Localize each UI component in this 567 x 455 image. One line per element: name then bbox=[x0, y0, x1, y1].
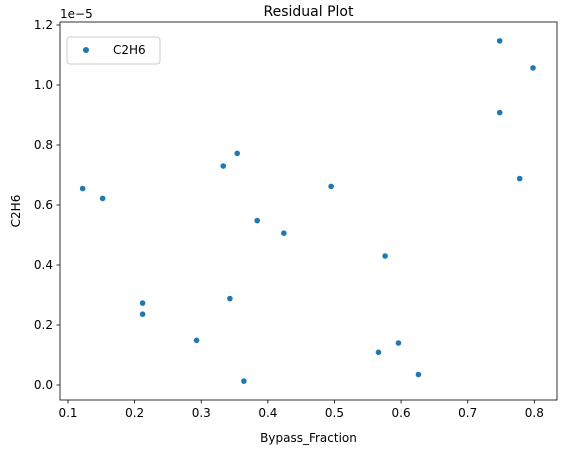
x-tick-label: 0.4 bbox=[258, 406, 277, 420]
x-tick-label: 0.2 bbox=[125, 406, 144, 420]
data-point bbox=[193, 337, 200, 344]
data-point bbox=[496, 109, 503, 116]
legend-frame bbox=[66, 36, 161, 65]
x-tick-label: 0.3 bbox=[192, 406, 211, 420]
x-tick-label: 0.1 bbox=[58, 406, 77, 420]
y-scale-multiplier: 1e−5 bbox=[60, 7, 93, 21]
y-tick-label: 0.6 bbox=[34, 198, 53, 212]
data-point bbox=[241, 378, 247, 384]
y-axis-label: C2H6 bbox=[9, 195, 23, 228]
data-point bbox=[496, 38, 503, 44]
data-point bbox=[79, 185, 86, 192]
data-point bbox=[375, 349, 382, 356]
x-axis-label: Bypass_Fraction bbox=[260, 431, 357, 445]
x-tick-label: 0.8 bbox=[525, 406, 544, 420]
data-point bbox=[99, 195, 106, 202]
legend-marker bbox=[83, 47, 89, 53]
axes-frame bbox=[59, 21, 558, 401]
legend-label: C2H6 bbox=[113, 43, 146, 57]
x-tick-label: 0.5 bbox=[325, 406, 344, 420]
chart-title: Residual Plot bbox=[264, 4, 354, 20]
data-point bbox=[328, 183, 334, 190]
data-point bbox=[281, 230, 287, 236]
y-tick-label: 0.2 bbox=[34, 318, 53, 332]
data-point bbox=[415, 371, 422, 378]
data-point bbox=[516, 175, 523, 182]
y-tick-label: 0.8 bbox=[34, 138, 53, 152]
y-tick-label: 0.4 bbox=[34, 258, 53, 272]
y-tick-label: 0.0 bbox=[34, 378, 53, 392]
x-tick-label: 0.6 bbox=[392, 406, 411, 420]
data-point bbox=[382, 253, 388, 259]
data-point bbox=[220, 163, 227, 169]
data-point bbox=[254, 217, 261, 224]
plot-area: 0.1 0.2 0.3 0.4 0.5 0.6 0.7 0.8 0.0 0.2 0.4 0.6 0.8 1… bbox=[34, 18, 558, 420]
y-tick-label: 1.2 bbox=[34, 18, 53, 32]
data-point bbox=[227, 295, 233, 302]
data-point bbox=[234, 150, 241, 157]
data-point bbox=[395, 340, 402, 346]
x-tick-label: 0.7 bbox=[458, 406, 477, 420]
data-point bbox=[139, 300, 146, 306]
data-point bbox=[139, 311, 146, 318]
data-point bbox=[530, 65, 536, 71]
legend: C2H6 bbox=[66, 36, 161, 65]
y-tick-label: 1.0 bbox=[34, 78, 53, 92]
